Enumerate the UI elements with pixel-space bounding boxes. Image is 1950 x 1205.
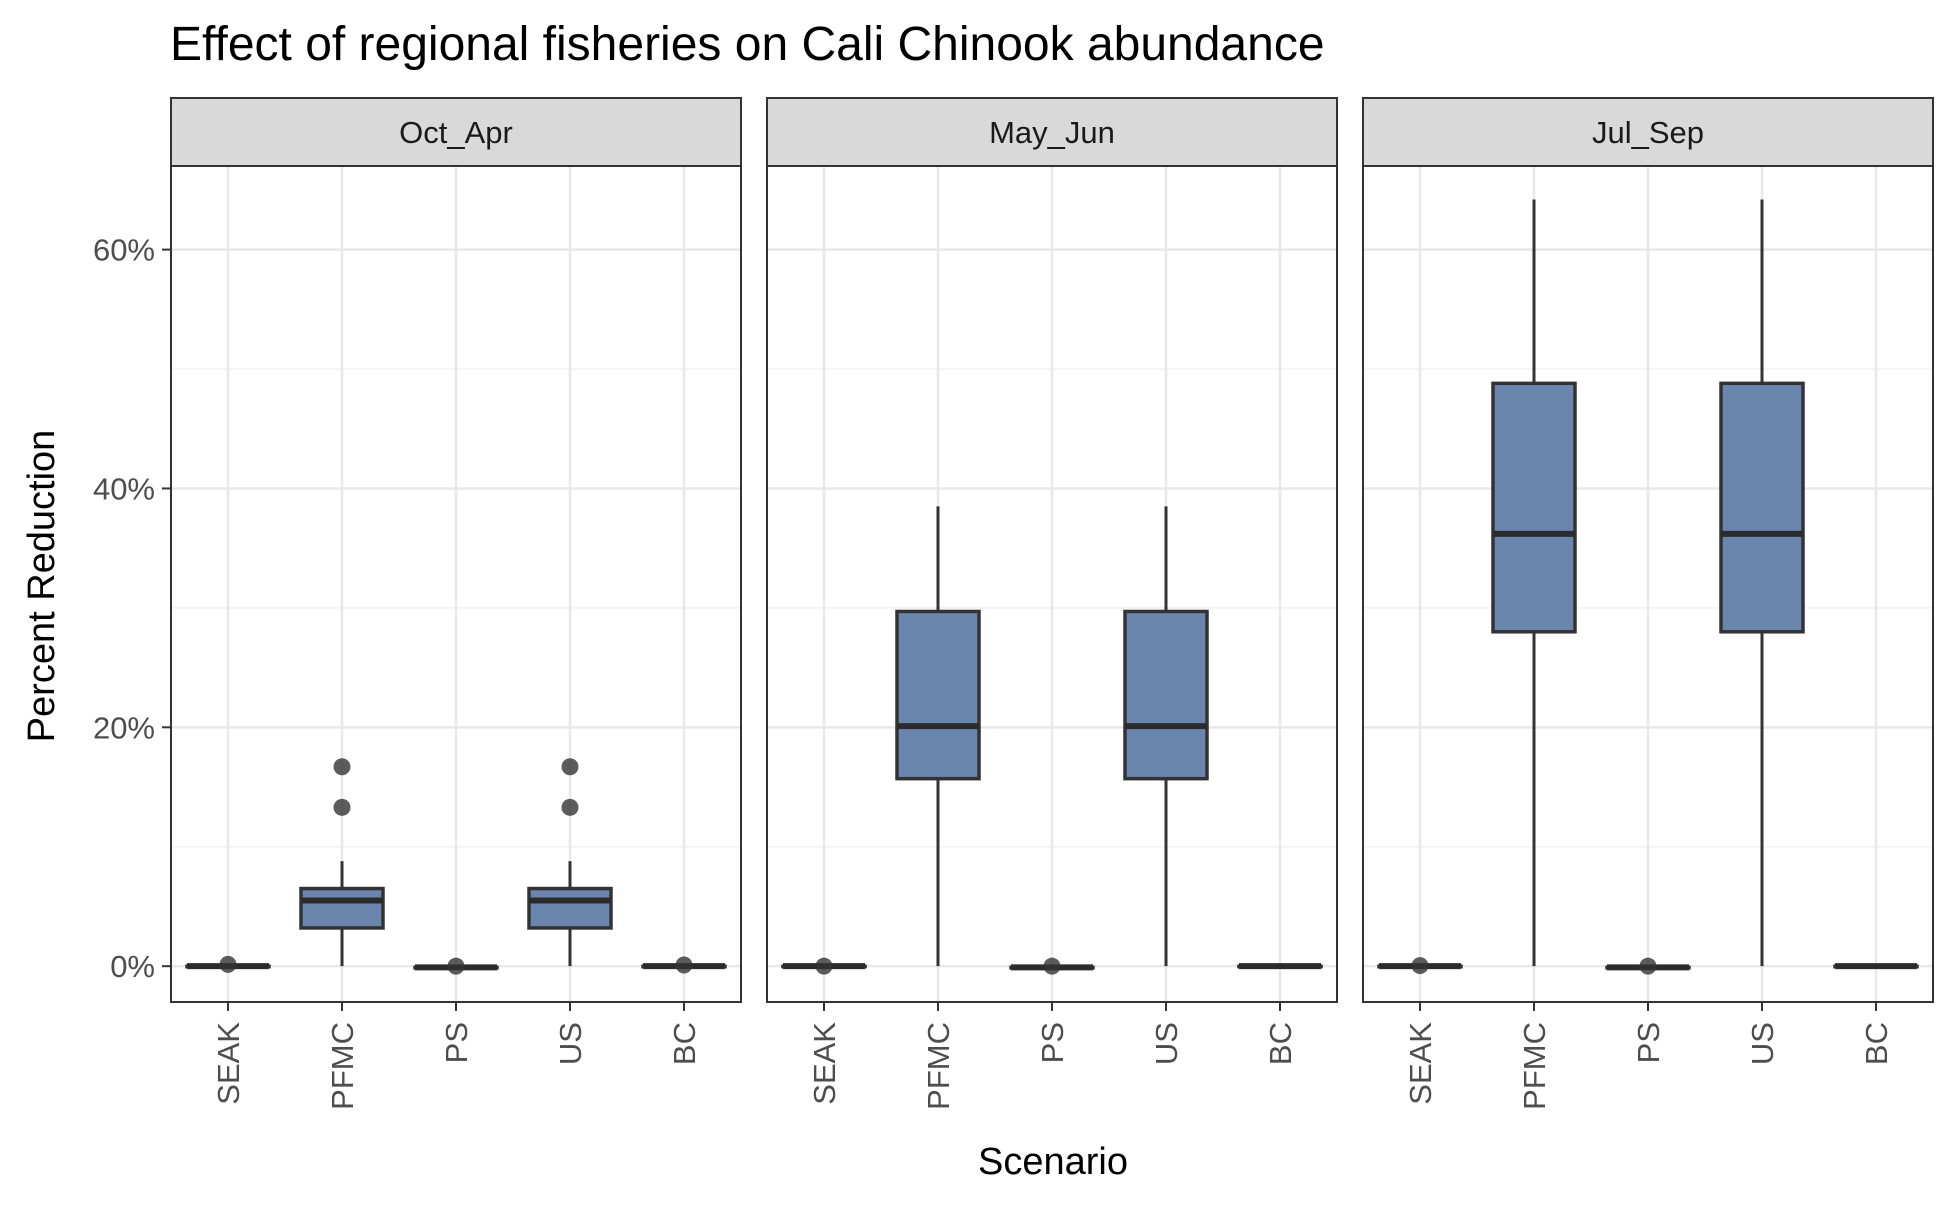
- chart-title: Effect of regional fisheries on Cali Chi…: [170, 18, 1325, 71]
- box-body: [527, 886, 613, 930]
- box-body: [1719, 381, 1805, 634]
- facet-panel-jul-sep: Jul_Sep SEAK PFMC PS US BC: [1362, 97, 1934, 1110]
- box-ps: [1009, 957, 1095, 975]
- outlier-point: [561, 758, 579, 776]
- box-bc: [1833, 963, 1919, 970]
- box-us: [1719, 199, 1805, 967]
- outlier-point: [1639, 957, 1657, 975]
- box-ps: [413, 957, 499, 975]
- facet-strip: [170, 97, 742, 167]
- x-tick-label: PS: [439, 1022, 474, 1063]
- box-bc: [1237, 963, 1323, 970]
- x-tick-label: BC: [667, 1022, 702, 1065]
- facet-strip-label: May_Jun: [989, 115, 1115, 150]
- box-body: [895, 609, 981, 781]
- x-tick-label: SEAK: [211, 1022, 246, 1105]
- facet-strip-label: Oct_Apr: [399, 115, 513, 150]
- y-tick-label: 60%: [93, 233, 155, 268]
- y-tick-label: 20%: [93, 710, 155, 745]
- x-tick-label: US: [1745, 1022, 1780, 1065]
- facet-panel-oct-apr: Oct_Apr SEAK PFMC PS US BC: [170, 97, 742, 1110]
- outlier-point: [447, 957, 465, 975]
- x-tick-label: PS: [1631, 1022, 1666, 1063]
- box-seak: [781, 957, 867, 975]
- box-ps: [1605, 957, 1691, 975]
- box-pfmc: [895, 506, 981, 967]
- x-tick-label: PFMC: [325, 1022, 360, 1110]
- x-tick-label: US: [1149, 1022, 1184, 1065]
- box-us: [1123, 506, 1209, 967]
- outlier-point: [219, 955, 237, 973]
- box-body: [1123, 609, 1209, 781]
- x-tick-label: US: [553, 1022, 588, 1065]
- outlier-point: [1411, 957, 1429, 975]
- y-tick-label: 40%: [93, 471, 155, 506]
- outlier-point: [333, 798, 351, 816]
- x-tick-label: PFMC: [921, 1022, 956, 1110]
- facet-strip-label: Jul_Sep: [1592, 115, 1704, 150]
- box-pfmc: [299, 758, 385, 967]
- outlier-point: [333, 758, 351, 776]
- outlier-point: [815, 957, 833, 975]
- box-body: [299, 886, 385, 930]
- x-tick-label: BC: [1263, 1022, 1298, 1065]
- outlier-point: [1043, 957, 1061, 975]
- box-seak: [1377, 957, 1463, 975]
- box-pfmc: [1491, 199, 1577, 967]
- y-tick-label: 0%: [110, 949, 155, 984]
- x-tick-label: PS: [1035, 1022, 1070, 1063]
- x-tick-label: SEAK: [1403, 1022, 1438, 1105]
- facet-panel-may-jun: May_Jun SEAK PFMC PS US BC: [766, 97, 1338, 1110]
- x-tick-label: BC: [1859, 1022, 1894, 1065]
- box-body: [1491, 381, 1577, 634]
- x-tick-label: PFMC: [1517, 1022, 1552, 1110]
- box-bc: [641, 956, 727, 974]
- box-us: [527, 758, 613, 967]
- box-seak: [185, 955, 271, 973]
- y-axis-label: Percent Reduction: [21, 430, 63, 743]
- x-axis-label: Scenario: [978, 1141, 1128, 1183]
- x-tick-label: SEAK: [807, 1022, 842, 1105]
- y-axis: 0% 20% 40% 60%: [93, 233, 171, 984]
- outlier-point: [675, 956, 693, 974]
- panels-layer: Oct_Apr SEAK PFMC PS US BC May_Jun SEAK PFMC PS US…: [170, 97, 1934, 1110]
- outlier-point: [561, 798, 579, 816]
- facet-strip: [766, 97, 1338, 167]
